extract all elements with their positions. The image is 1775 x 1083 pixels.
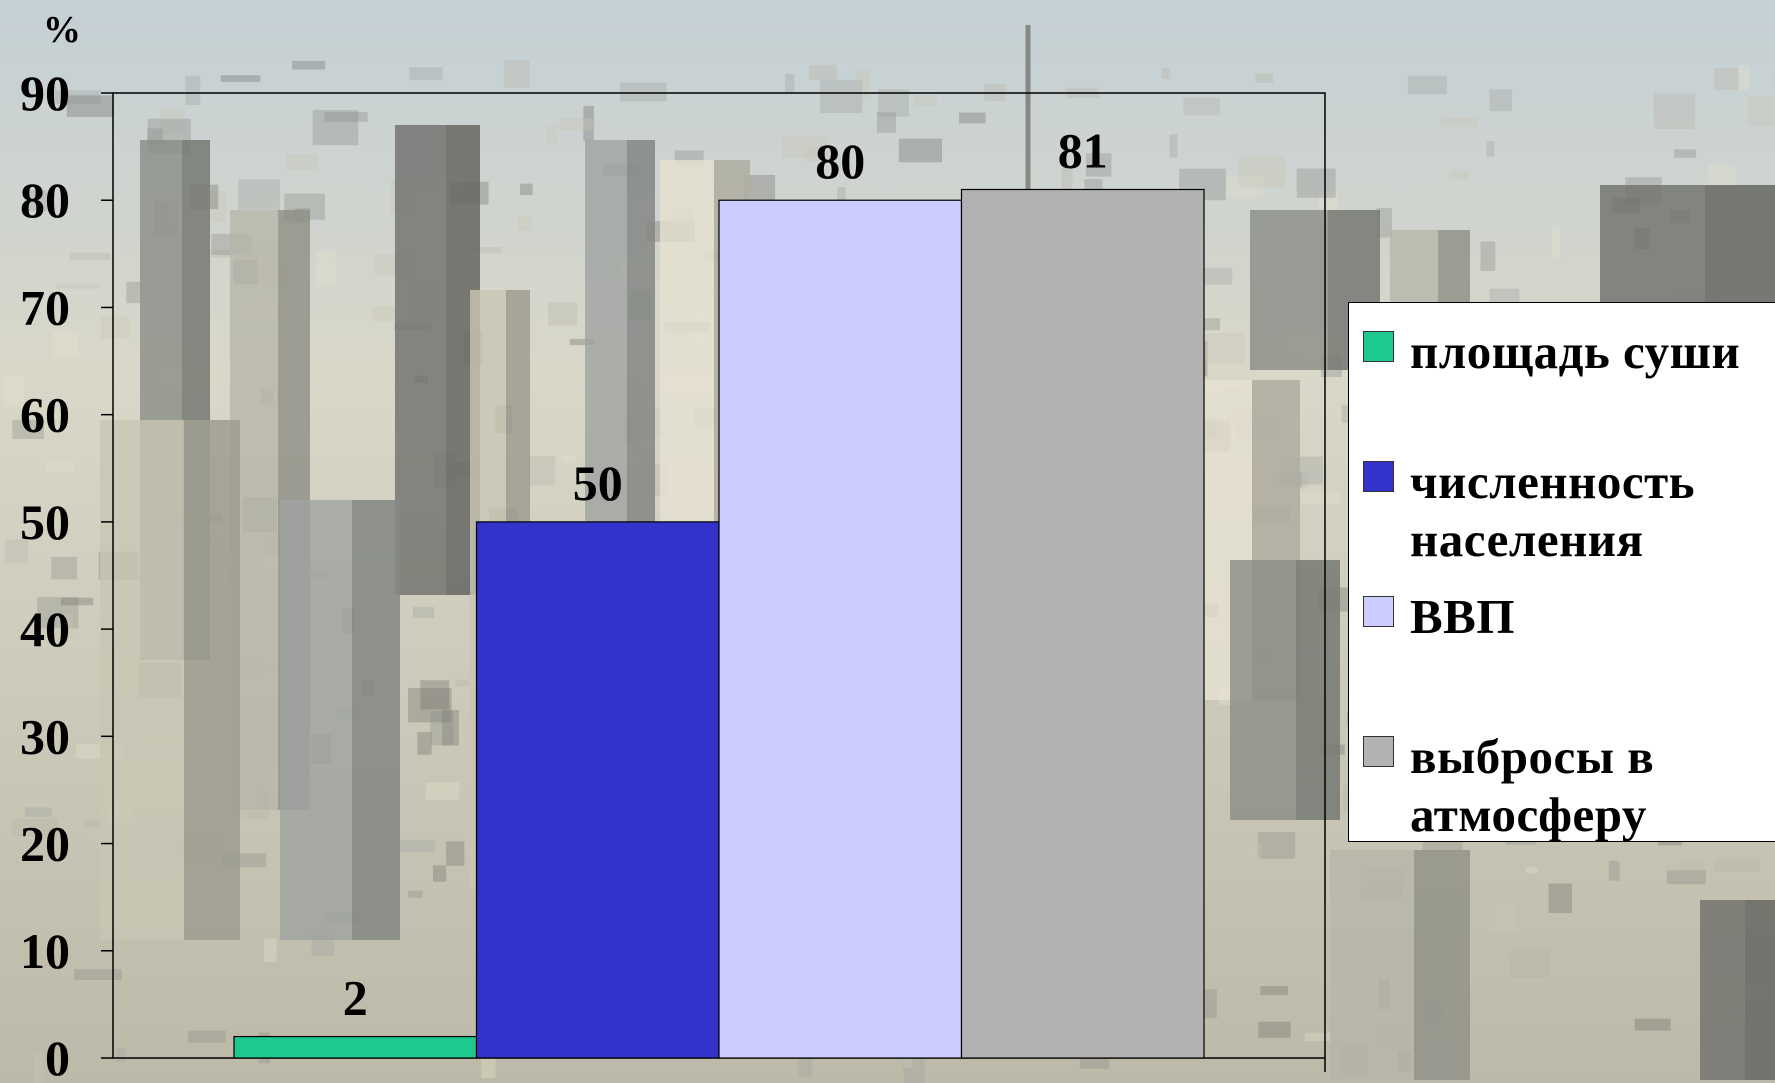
- legend-swatch: [1363, 596, 1394, 627]
- bar-3: [718, 199, 963, 1059]
- legend-item-2: численность населения: [1363, 453, 1770, 569]
- legend-label-line: ВВП: [1410, 589, 1515, 644]
- chart-data-labels: 2 50 80 81: [343, 123, 1108, 1026]
- legend-label-line: атмосферу: [1410, 787, 1647, 842]
- y-tick-label: 80: [20, 172, 70, 228]
- chart-legend: площадь суши численность населения ВВП выбро…: [1348, 302, 1775, 842]
- y-tick-label: 30: [20, 708, 70, 764]
- chart-axes: 0 10 20 30 40 50 60 70 80 90: [20, 65, 1326, 1083]
- legend-swatch: [1363, 331, 1394, 362]
- legend-swatch: [1363, 736, 1394, 767]
- bar-4: [960, 188, 1205, 1059]
- y-axis-unit-label: %: [43, 9, 81, 51]
- legend-label-line: выбросы в: [1410, 729, 1655, 784]
- legend-label-line: населения: [1410, 512, 1644, 567]
- legend-item-1: площадь суши: [1363, 323, 1770, 381]
- chart-bars: [233, 188, 1205, 1059]
- y-tick-label: 90: [20, 65, 70, 121]
- y-tick-label: 10: [20, 923, 70, 979]
- legend-label-line: площадь суши: [1410, 324, 1741, 379]
- legend-label-line: численность: [1410, 454, 1696, 509]
- y-tick-label: 50: [20, 494, 70, 550]
- legend-label: ВВП: [1410, 588, 1770, 646]
- data-label-4: 81: [1058, 123, 1108, 179]
- legend-label: выбросы в атмосферу: [1410, 728, 1770, 844]
- legend-swatch: [1363, 461, 1394, 492]
- legend-label: численность населения: [1410, 453, 1770, 569]
- y-tick-label: 40: [20, 601, 70, 657]
- y-tick-label: 70: [20, 279, 70, 335]
- y-tick-label: 20: [20, 816, 70, 872]
- bar-1: [233, 1035, 478, 1059]
- data-label-1: 2: [343, 970, 368, 1026]
- bar-2: [475, 521, 720, 1059]
- data-label-3: 80: [815, 133, 865, 189]
- y-tick-label: 0: [45, 1030, 70, 1083]
- legend-item-3: ВВП: [1363, 588, 1770, 646]
- legend-label: площадь суши: [1410, 323, 1770, 381]
- data-label-2: 50: [573, 455, 623, 511]
- y-tick-label: 60: [20, 387, 70, 443]
- legend-item-4: выбросы в атмосферу: [1363, 728, 1770, 844]
